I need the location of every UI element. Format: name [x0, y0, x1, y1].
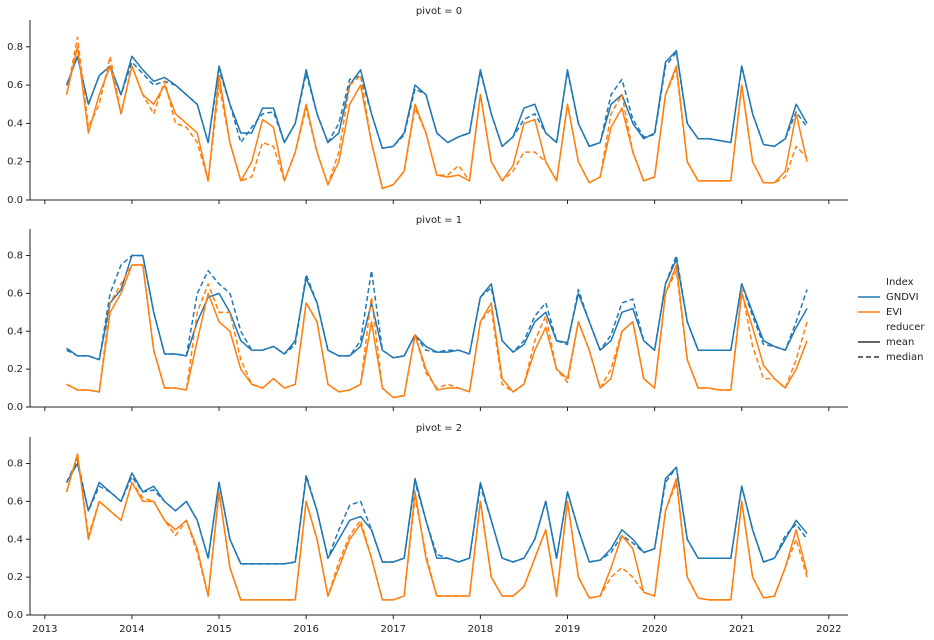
- series-line: [65, 462, 808, 565]
- y-tick-label: 0.6: [7, 288, 23, 299]
- y-tick-label: 0.8: [7, 459, 23, 470]
- facet-title: pivot = 0: [416, 6, 462, 17]
- series-line: [65, 51, 808, 150]
- x-tick-label: 2020: [642, 624, 667, 635]
- y-tick-label: 0.0: [7, 610, 23, 621]
- x-tick-label: 2013: [32, 624, 57, 635]
- series-line: [66, 264, 808, 399]
- legend-label: mean: [886, 337, 914, 348]
- x-tick-label: 2016: [293, 624, 318, 635]
- y-tick-label: 0.2: [7, 157, 23, 168]
- y-tick-label: 0.8: [7, 42, 23, 53]
- y-tick-label: 0.4: [7, 534, 23, 545]
- facet-title: pivot = 1: [416, 215, 462, 226]
- x-tick-label: 2014: [119, 624, 144, 635]
- x-tick-label: 2017: [381, 624, 406, 635]
- series-line: [65, 453, 808, 601]
- series-line: [65, 36, 808, 190]
- y-tick-label: 0.2: [7, 364, 23, 375]
- y-tick-label: 0.8: [7, 251, 23, 262]
- y-tick-label: 0.0: [7, 195, 23, 206]
- x-tick-label: 2021: [729, 624, 754, 635]
- series-line: [66, 254, 808, 361]
- x-tick-label: 2018: [468, 624, 493, 635]
- y-tick-label: 0.2: [7, 572, 23, 583]
- legend-label: GNDVI: [886, 292, 919, 303]
- x-tick-label: 2019: [555, 624, 580, 635]
- y-tick-label: 0.4: [7, 326, 23, 337]
- y-tick-label: 0.6: [7, 496, 23, 507]
- y-tick-label: 0.6: [7, 80, 23, 91]
- y-tick-label: 0.4: [7, 118, 23, 129]
- series-line: [65, 458, 808, 565]
- series-line: [66, 264, 808, 399]
- legend-label: median: [886, 352, 924, 363]
- x-tick-label: 2015: [206, 624, 231, 635]
- legend-label: EVI: [886, 307, 902, 318]
- legend-title: reducer: [886, 322, 925, 333]
- facet-title: pivot = 2: [416, 423, 462, 434]
- series-line: [65, 46, 808, 190]
- y-tick-label: 0.0: [7, 402, 23, 413]
- x-tick-label: 2022: [816, 624, 841, 635]
- legend-title: Index: [886, 277, 914, 288]
